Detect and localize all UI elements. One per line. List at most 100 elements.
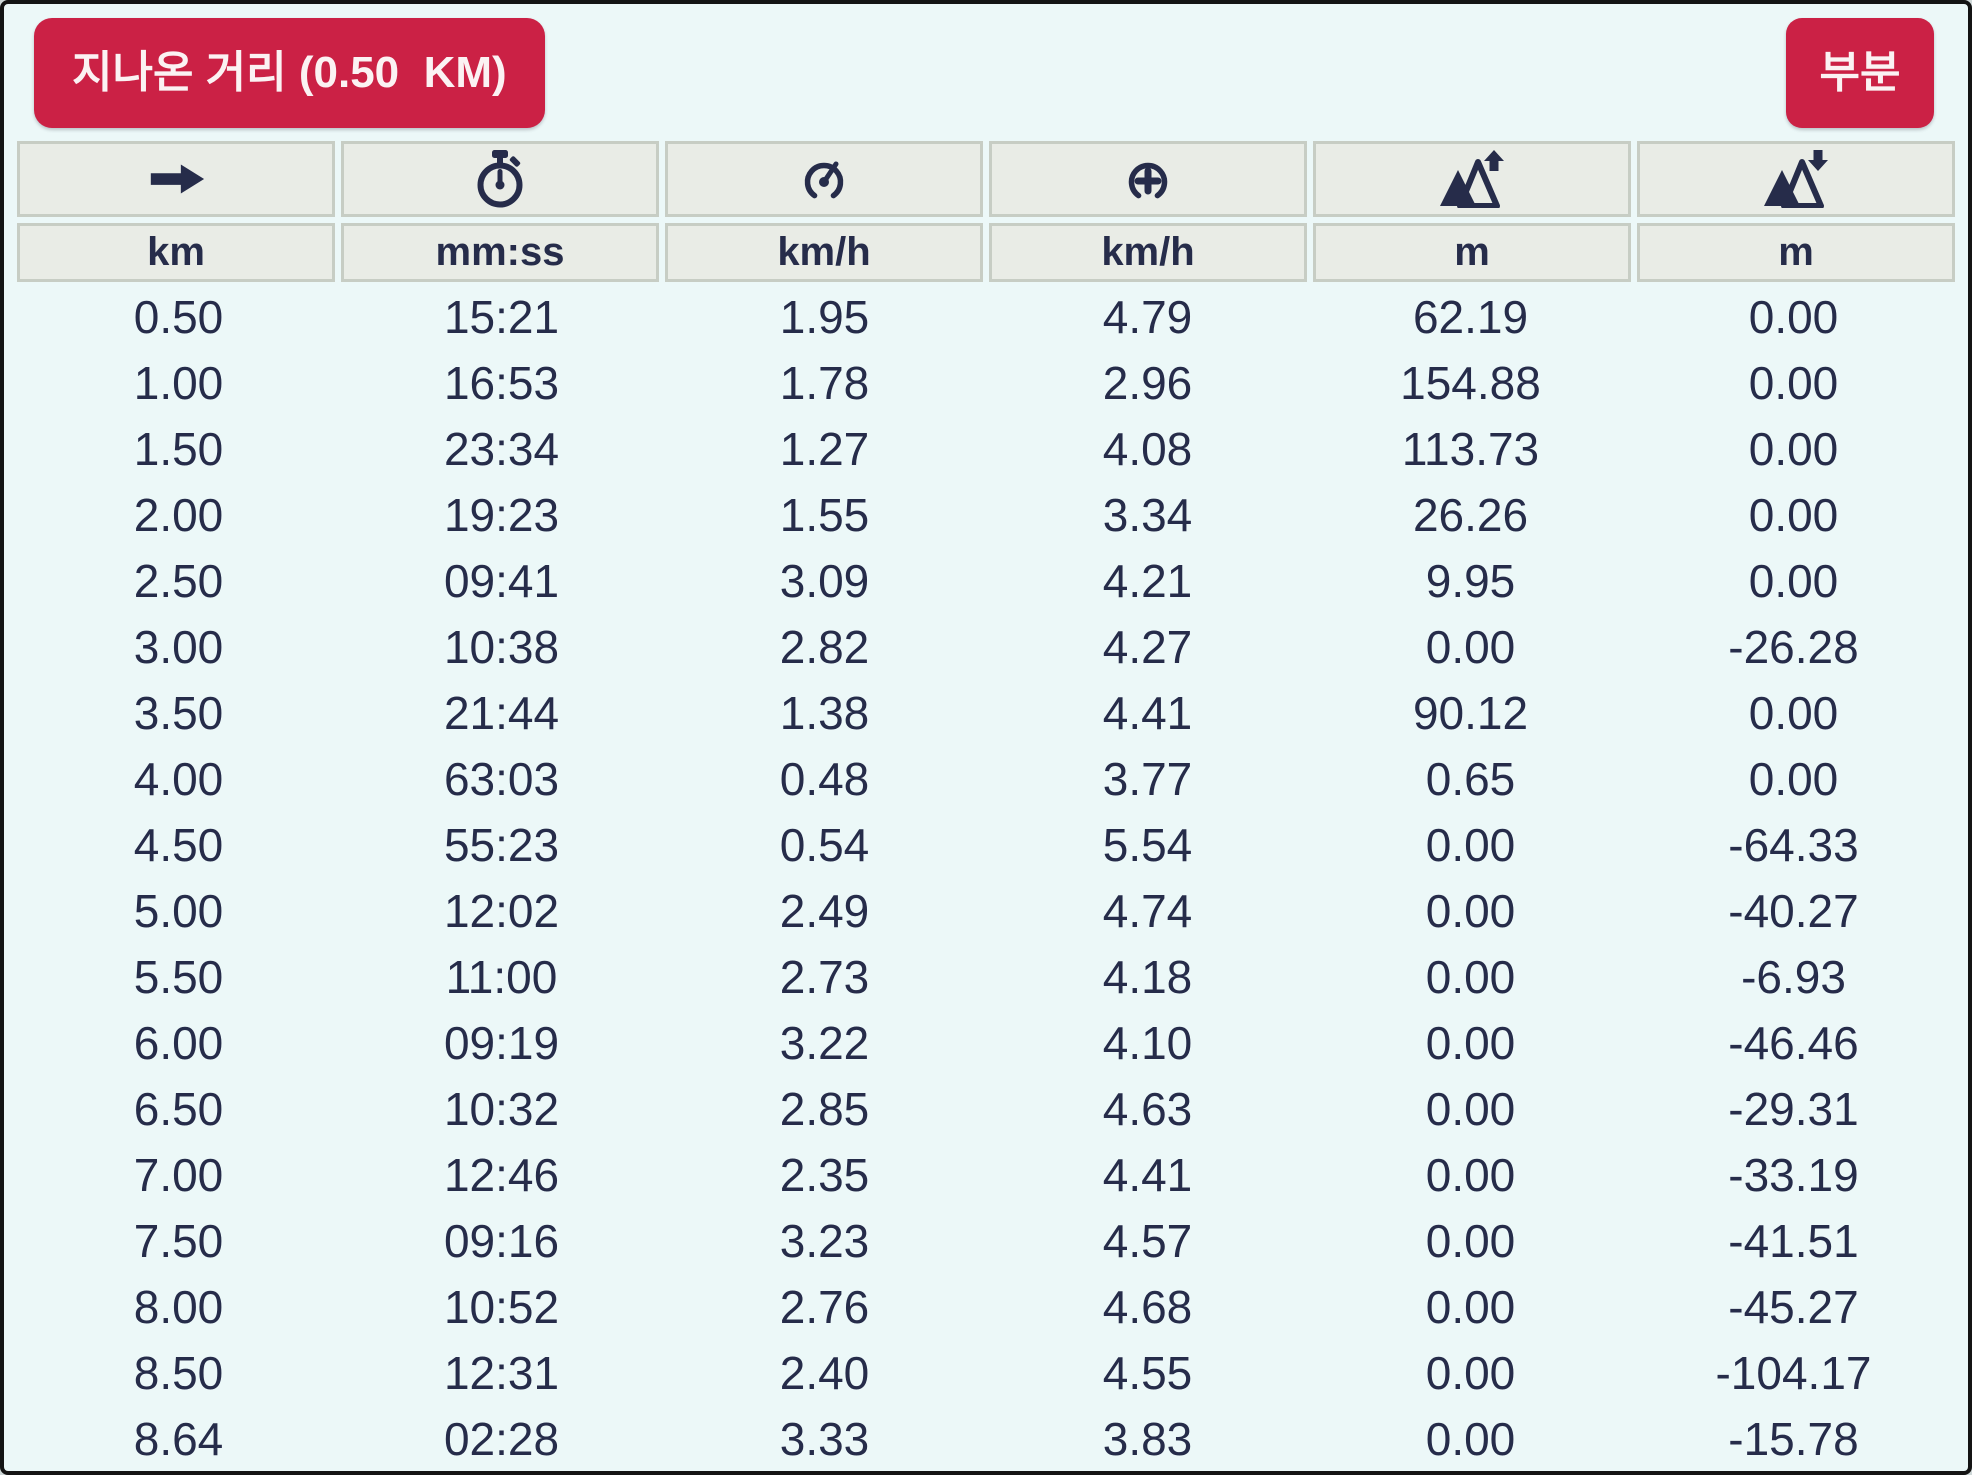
table-cell: 0.00: [1425, 885, 1516, 937]
table-row: 6.00 09:19 3.22 4.10 0.00 -46.46: [17, 1010, 1955, 1076]
table-cell: 6.50: [133, 1083, 224, 1135]
unit-label-avg-speed: km/h: [665, 223, 983, 282]
table-cell: 0.00: [1425, 1347, 1516, 1399]
table-cell: 63:03: [443, 753, 560, 805]
column-header-time: [341, 141, 659, 217]
table-cell: 2.73: [779, 951, 870, 1003]
table-row: 4.00 63:03 0.48 3.77 0.65 0.00: [17, 746, 1955, 812]
table-cell: 10:38: [443, 621, 560, 673]
table-cell: 11:00: [445, 951, 558, 1003]
table-cell: 6.00: [133, 1017, 224, 1069]
table-cell: 2.82: [779, 621, 870, 673]
table-cell: 0.00: [1425, 951, 1516, 1003]
table-cell: 2.35: [779, 1149, 870, 1201]
table-cell: 1.27: [779, 423, 870, 475]
column-header-avg-speed: [665, 141, 983, 217]
mountain-ascent-icon: [1440, 150, 1504, 208]
table-cell: 3.77: [1102, 753, 1193, 805]
table-cell: 0.00: [1425, 1149, 1516, 1201]
table-cell: 23:34: [443, 423, 560, 475]
table-cell: 3.33: [779, 1413, 870, 1465]
table-cell: -33.19: [1728, 1149, 1859, 1201]
table-cell: 4.74: [1102, 885, 1193, 937]
distance-mode-button[interactable]: 지나온 거리 (0.50 KM): [34, 18, 545, 128]
table-cell: 0.00: [1748, 555, 1839, 607]
table-cell: 0.00: [1425, 621, 1516, 673]
table-cell: -15.78: [1728, 1413, 1859, 1465]
table-cell: 3.23: [779, 1215, 870, 1267]
table-cell: 0.00: [1425, 1413, 1516, 1465]
table-cell: 4.55: [1102, 1347, 1193, 1399]
table-cell: 154.88: [1400, 357, 1541, 409]
table-row: 3.00 10:38 2.82 4.27 0.00 -26.28: [17, 614, 1955, 680]
speedometer-icon: [804, 161, 844, 199]
table-row: 7.50 09:16 3.23 4.57 0.00 -41.51: [17, 1208, 1955, 1274]
table-cell: 12:02: [443, 885, 560, 937]
table-cell: 4.57: [1102, 1215, 1193, 1267]
table-row: 2.00 19:23 1.55 3.34 26.26 0.00: [17, 482, 1955, 548]
table-cell: 2.96: [1102, 357, 1193, 409]
table-cell: 0.00: [1748, 423, 1839, 475]
table-row: 8.00 10:52 2.76 4.68 0.00 -45.27: [17, 1274, 1955, 1340]
table-cell: 5.54: [1102, 819, 1193, 871]
speedometer-plus-icon: [1128, 162, 1168, 199]
table-cell: -104.17: [1715, 1347, 1872, 1399]
table-cell: 8.00: [133, 1281, 224, 1333]
table-row: 5.50 11:00 2.73 4.18 0.00 -6.93: [17, 944, 1955, 1010]
table-cell: 3.83: [1102, 1413, 1193, 1465]
table-cell: 09:41: [443, 555, 560, 607]
table-cell: 3.34: [1102, 489, 1193, 541]
table-cell: 4.41: [1102, 1149, 1193, 1201]
table-cell: 4.63: [1102, 1083, 1193, 1135]
table-cell: -41.51: [1728, 1215, 1859, 1267]
table-cell: 0.65: [1425, 753, 1516, 805]
table-row: 6.50 10:32 2.85 4.63 0.00 -29.31: [17, 1076, 1955, 1142]
table-cell: 90.12: [1412, 687, 1529, 739]
table-cell: 1.00: [133, 357, 224, 409]
table-cell: 4.18: [1102, 951, 1193, 1003]
table-cell: 0.00: [1748, 291, 1839, 343]
table-cell: 0.00: [1425, 1017, 1516, 1069]
table-cell: 4.27: [1102, 621, 1193, 673]
table-cell: 3.22: [779, 1017, 870, 1069]
table-cell: 4.41: [1102, 687, 1193, 739]
table-cell: 0.00: [1748, 687, 1839, 739]
unit-label-ascent: m: [1313, 223, 1631, 282]
table-cell: 0.00: [1425, 1281, 1516, 1333]
table-cell: 113.73: [1401, 423, 1540, 475]
table-cell: 09:19: [443, 1017, 560, 1069]
table-cell: 19:23: [443, 489, 560, 541]
table-cell: 1.55: [779, 489, 870, 541]
table-row: 7.00 12:46 2.35 4.41 0.00 -33.19: [17, 1142, 1955, 1208]
column-header-max-speed: [989, 141, 1307, 217]
table-cell: 0.00: [1425, 819, 1516, 871]
table-cell: 5.00: [133, 885, 224, 937]
table-cell: -64.33: [1728, 819, 1859, 871]
table-cell: 2.76: [779, 1281, 870, 1333]
table-header-units: km mm:ss km/h km/h m m: [17, 223, 1955, 282]
table-cell: 3.09: [779, 555, 870, 607]
table-row: 5.00 12:02 2.49 4.74 0.00 -40.27: [17, 878, 1955, 944]
table-cell: -29.31: [1728, 1083, 1859, 1135]
table-row: 2.50 09:41 3.09 4.21 9.95 0.00: [17, 548, 1955, 614]
table-cell: 4.08: [1102, 423, 1193, 475]
table-cell: 4.10: [1102, 1017, 1193, 1069]
unit-label-time: mm:ss: [341, 223, 659, 282]
table-cell: 0.00: [1425, 1215, 1516, 1267]
table-cell: -40.27: [1728, 885, 1859, 937]
table-cell: 0.00: [1748, 753, 1839, 805]
top-bar: 지나온 거리 (0.50 KM) 부분: [4, 4, 1968, 141]
table-cell: 4.21: [1102, 555, 1193, 607]
table-cell: 1.50: [133, 423, 224, 475]
table-cell: 09:16: [443, 1215, 560, 1267]
table-cell: 7.50: [133, 1215, 224, 1267]
table-cell: -26.28: [1728, 621, 1859, 673]
table-cell: -45.27: [1728, 1281, 1859, 1333]
table-cell: 2.85: [779, 1083, 870, 1135]
unit-label-distance: km: [17, 223, 335, 282]
table-cell: 02:28: [443, 1413, 560, 1465]
table-cell: 2.00: [133, 489, 224, 541]
partial-button[interactable]: 부분: [1786, 18, 1934, 128]
table-row: 1.50 23:34 1.27 4.08 113.73 0.00: [17, 416, 1955, 482]
table-row: 0.50 15:21 1.95 4.79 62.19 0.00: [17, 284, 1955, 350]
